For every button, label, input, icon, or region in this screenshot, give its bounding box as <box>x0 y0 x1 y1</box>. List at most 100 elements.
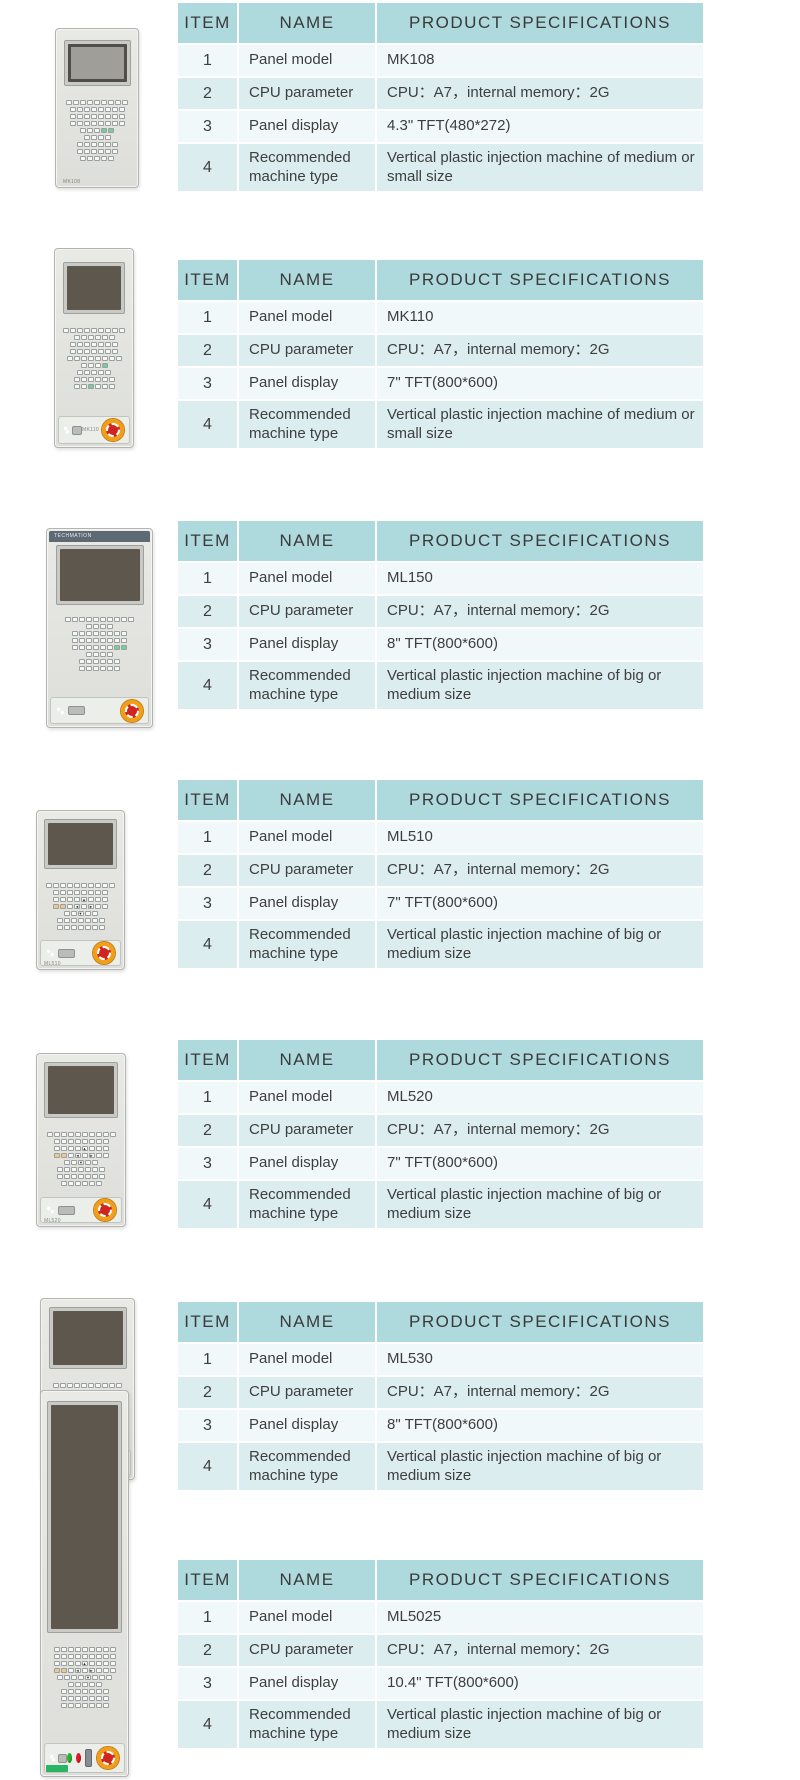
key-button <box>101 128 107 133</box>
column-header-spec: PRODUCT SPECIFICATIONS <box>377 780 703 820</box>
key-button <box>102 1689 109 1694</box>
spec-table-MK108: ITEM NAME PRODUCT SPECIFICATIONS 1 Panel mod… <box>178 3 703 191</box>
keypad-row <box>69 121 125 126</box>
key-button <box>60 904 66 909</box>
key-button <box>79 645 85 650</box>
key-button <box>86 645 92 650</box>
emergency-stop-cap <box>97 946 111 960</box>
key-button <box>64 1174 70 1179</box>
key-button <box>63 328 69 333</box>
key-button <box>81 1696 88 1701</box>
key-button <box>67 1654 74 1659</box>
device-photo-ML150: TECHMATION <box>46 528 153 728</box>
key-button <box>56 925 63 930</box>
key-button <box>60 1661 67 1666</box>
key-button <box>93 624 99 629</box>
indicator-icons <box>50 1754 55 1762</box>
key-button <box>94 156 100 161</box>
key-button: ◄ <box>74 904 80 909</box>
key-button <box>108 384 115 389</box>
key-button <box>67 1668 74 1673</box>
keypad-row <box>72 631 128 636</box>
device-model-label: ML510 <box>44 961 61 967</box>
key-button <box>83 142 90 147</box>
key-button <box>101 356 108 361</box>
key-button <box>70 328 76 333</box>
key-button <box>94 335 101 340</box>
table-cell-spec: ML520 <box>377 1082 703 1113</box>
key-button <box>71 1167 77 1172</box>
table-cell-spec: 7" TFT(800*600) <box>377 1148 703 1179</box>
table-cell-item: 1 <box>178 302 237 333</box>
key-button <box>99 1167 105 1172</box>
key-button <box>92 1167 98 1172</box>
key-button <box>105 342 111 347</box>
key-button <box>74 1146 81 1151</box>
key-button <box>80 384 87 389</box>
table-cell-item: 4 <box>178 662 237 709</box>
keypad-row <box>76 149 118 154</box>
key-button <box>53 1654 60 1659</box>
key-button <box>70 342 76 347</box>
column-header-spec: PRODUCT SPECIFICATIONS <box>377 1560 703 1600</box>
key-button <box>64 1167 70 1172</box>
table-cell-spec: Vertical plastic injection machine of me… <box>377 401 703 448</box>
key-button <box>95 1181 102 1186</box>
emergency-stop-cap <box>98 1203 112 1217</box>
keypad-row <box>72 638 128 643</box>
key-button <box>91 370 97 375</box>
table-cell-spec: ML5025 <box>377 1602 703 1633</box>
key-button <box>70 918 77 923</box>
keypad-row <box>60 1696 109 1701</box>
key-button <box>73 100 79 105</box>
key-button <box>74 883 80 888</box>
key-button <box>106 1675 112 1680</box>
table-cell-item: 2 <box>178 335 237 366</box>
device-screen <box>47 1401 122 1633</box>
key-button <box>108 156 114 161</box>
key-button <box>94 356 101 361</box>
key-button <box>94 128 100 133</box>
key-button <box>111 149 118 154</box>
keypad-row <box>80 128 115 133</box>
key-button: ► <box>88 1153 95 1158</box>
table-cell-spec: Vertical plastic injection machine of bi… <box>377 1443 703 1490</box>
key-button <box>63 925 70 930</box>
key-button <box>86 652 92 657</box>
keypad-row: ▼ <box>57 1675 113 1680</box>
key-button <box>102 1654 109 1659</box>
key-button <box>70 925 77 930</box>
table-cell-name: CPU parameter <box>239 596 375 627</box>
keypad-row <box>60 1703 109 1708</box>
key-button <box>104 149 111 154</box>
keypad-row <box>53 1647 116 1652</box>
table-cell-name: Panel model <box>239 1344 375 1375</box>
spec-table-ML530: ITEM NAME PRODUCT SPECIFICATIONS 1 Panel mod… <box>178 1302 703 1490</box>
key-button <box>74 890 80 895</box>
key-button <box>84 342 90 347</box>
key-button <box>81 1132 88 1137</box>
key-button <box>98 918 105 923</box>
key-button <box>88 883 94 888</box>
keypad-row <box>53 890 109 895</box>
table-cell-item: 2 <box>178 855 237 886</box>
key-button <box>109 1647 116 1652</box>
table-cell-name: Panel model <box>239 1082 375 1113</box>
key-button <box>53 890 59 895</box>
key-button <box>114 631 120 636</box>
key-button <box>80 377 87 382</box>
table-cell-name: Panel display <box>239 1410 375 1441</box>
key-button <box>57 1174 63 1179</box>
key-button <box>93 652 99 657</box>
key-button <box>72 645 78 650</box>
keypad-row <box>53 1383 123 1388</box>
key-button <box>107 666 113 671</box>
key-button <box>77 925 84 930</box>
table-cell-spec: CPU：A7，internal memory：2G <box>377 78 703 109</box>
key-button <box>93 638 99 643</box>
keypad-row <box>66 100 129 105</box>
toggle-switch <box>85 1749 92 1767</box>
table-cell-item: 2 <box>178 78 237 109</box>
key-button <box>60 1139 67 1144</box>
key-button <box>107 638 113 643</box>
